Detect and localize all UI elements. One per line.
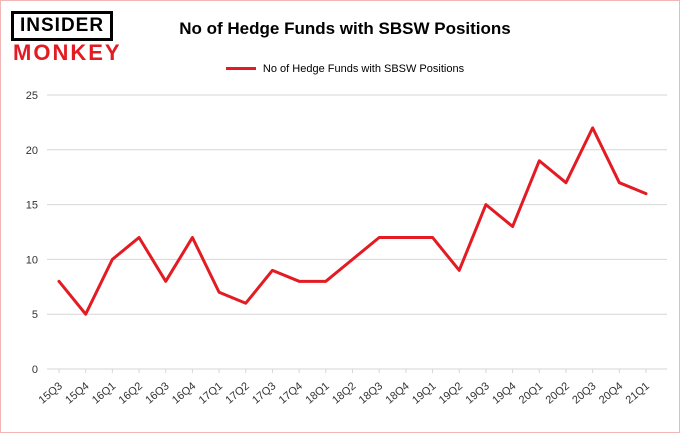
y-tick-label: 5: [32, 309, 38, 321]
y-tick-label: 20: [26, 145, 38, 157]
x-tick-label: 19Q2: [437, 380, 465, 406]
series-line: [57, 126, 648, 316]
x-tick-label: 16Q3: [143, 380, 171, 406]
x-tick-label: 19Q4: [490, 380, 518, 406]
y-tick-label: 15: [26, 200, 38, 212]
title-block: No of Hedge Funds with SBSW Positions No…: [141, 9, 669, 75]
x-tick-label: 17Q1: [197, 380, 225, 406]
x-tick-label: 15Q4: [63, 380, 91, 406]
x-tick-label: 17Q4: [277, 380, 305, 406]
x-tick-label: 18Q1: [303, 380, 331, 406]
x-tick-label: 20Q2: [544, 380, 572, 406]
x-tick-label: 20Q1: [517, 380, 545, 406]
x-tick-label: 16Q4: [170, 380, 198, 406]
legend: No of Hedge Funds with SBSW Positions: [225, 62, 465, 75]
y-tick-label: 10: [26, 254, 38, 266]
x-tick-label: 17Q2: [223, 380, 251, 406]
x-tick-label: 19Q3: [464, 380, 492, 406]
chart-area: 0 5 10 15 20 25 15Q3 15Q4 16Q1 16Q2 16Q3 16Q4 17Q1 17…: [1, 85, 679, 432]
x-tick-label: 20Q4: [597, 380, 625, 406]
insider-monkey-logo: INSIDER MONKEY: [11, 9, 141, 65]
y-tick-label: 25: [26, 90, 38, 102]
x-tick-label: 15Q3: [37, 380, 65, 406]
x-tick-label: 18Q4: [383, 380, 411, 406]
y-tick-label: 0: [32, 364, 38, 376]
legend-label: No of Hedge Funds with SBSW Positions: [262, 62, 465, 75]
x-tick-label: 19Q1: [410, 380, 438, 406]
x-tick-label: 18Q3: [357, 380, 385, 406]
x-tick-label: 21Q1: [624, 380, 652, 406]
x-tick-label: 16Q1: [90, 380, 118, 406]
x-tick-label: 20Q3: [570, 380, 598, 406]
logo-monkey-text: MONKEY: [13, 40, 122, 65]
chart-title: No of Hedge Funds with SBSW Positions: [179, 19, 511, 38]
x-tick-label: 16Q2: [117, 380, 145, 406]
chart-header: INSIDER MONKEY No of Hedge Funds with SB…: [1, 1, 679, 81]
line-chart: 051015202515Q315Q416Q116Q216Q316Q417Q117…: [26, 90, 667, 407]
logo-insider-text: INSIDER: [11, 11, 114, 41]
x-tick-label: 18Q2: [330, 380, 358, 406]
x-tick-label: 17Q3: [250, 380, 278, 406]
legend-line-swatch: [225, 67, 256, 70]
